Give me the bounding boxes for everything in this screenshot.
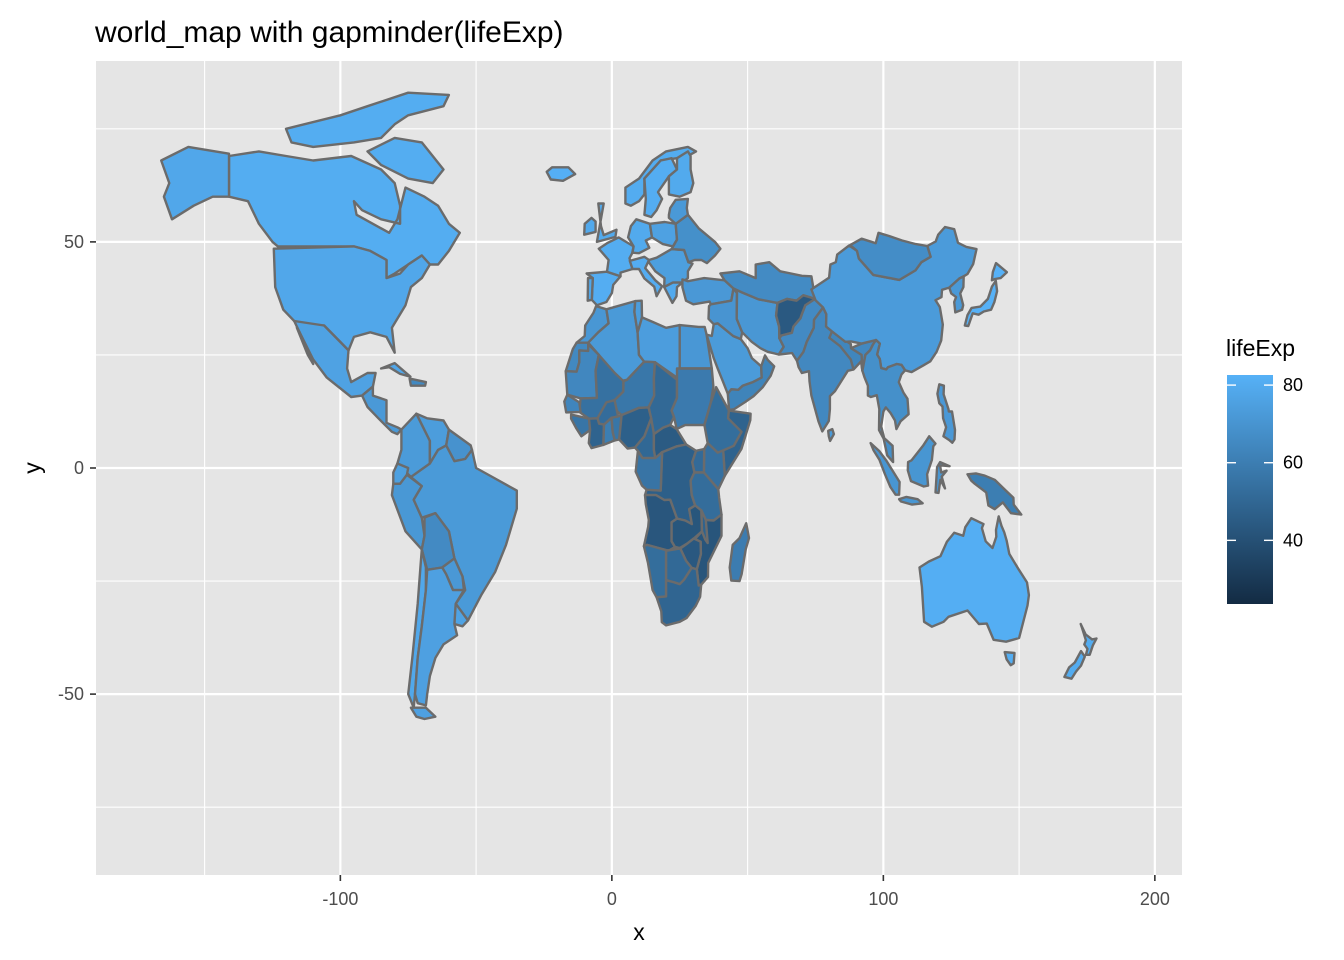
country-alaska <box>159 145 231 221</box>
country-arctic-islands <box>284 91 451 149</box>
country-senegal <box>563 393 582 414</box>
chart-title: world_map with gapminder(lifeExp) <box>94 16 564 49</box>
country-uk <box>595 202 618 244</box>
x-tick-label: 0 <box>607 889 617 909</box>
country-hispaniola <box>408 377 428 387</box>
country-congo-gabon <box>634 449 664 492</box>
country-iceland <box>545 166 577 183</box>
country-south-africa <box>655 566 703 627</box>
country-ireland <box>583 216 597 236</box>
country-belarus-ukraine <box>670 213 722 265</box>
country-philippines <box>936 383 957 444</box>
country-sri-lanka <box>827 427 836 443</box>
country-germany <box>626 218 654 255</box>
country-se-asia <box>861 338 910 464</box>
x-axis-title: x <box>633 919 645 945</box>
y-tick-label: 50 <box>64 232 84 252</box>
country-greece <box>663 281 684 305</box>
x-tick-label: -100 <box>322 889 358 909</box>
country-new-guinea <box>966 472 1023 516</box>
country-yemen-oman <box>726 354 776 412</box>
country-finland <box>667 150 695 198</box>
y-axis-title: y <box>19 462 45 474</box>
legend-colorbar <box>1227 375 1273 604</box>
country-baja <box>295 326 315 366</box>
country-tasmania <box>1003 650 1016 667</box>
country-baltics <box>667 197 690 226</box>
y-tick-label: 0 <box>74 458 84 478</box>
country-baffin <box>366 136 445 185</box>
x-tick-label: 200 <box>1140 889 1170 909</box>
country-japan <box>963 279 999 328</box>
y-tick-label: -50 <box>58 684 84 704</box>
country-sudan <box>670 367 715 431</box>
legend-title: lifeExp <box>1226 335 1295 361</box>
country-somalia <box>722 409 752 477</box>
country-borneo <box>906 435 937 488</box>
country-madagascar <box>728 522 751 583</box>
country-australia <box>918 515 1031 643</box>
country-mongolia <box>849 231 932 282</box>
country-sulawesi <box>934 460 951 495</box>
country-tierra-del-fuego <box>409 706 437 721</box>
x-axis-ticks: -100 0 100 200 <box>322 875 1170 909</box>
y-axis-ticks: -50 0 50 <box>58 232 96 704</box>
x-tick-label: 100 <box>868 889 898 909</box>
country-korea <box>948 275 965 314</box>
country-malawi <box>700 509 709 545</box>
country-portugal <box>586 276 594 302</box>
country-cuba <box>379 361 412 378</box>
country-hokkaido <box>990 261 1009 282</box>
country-mexico <box>293 319 377 399</box>
country-nz-north <box>1079 622 1098 656</box>
legend-tick-label: 80 <box>1283 375 1303 395</box>
country-nz-south <box>1063 649 1087 680</box>
legend-ticks: 40 60 80 <box>1227 375 1303 550</box>
country-java <box>897 495 924 506</box>
legend-tick-label: 60 <box>1283 453 1303 473</box>
country-nepal-bangladesh <box>828 330 864 372</box>
color-legend: lifeExp 40 60 80 <box>1226 335 1303 604</box>
country-egypt <box>678 323 713 370</box>
legend-tick-label: 40 <box>1283 530 1303 550</box>
country-argentina <box>413 566 466 707</box>
country-polygons <box>159 91 1098 721</box>
country-mauritania <box>564 342 600 400</box>
country-sumatra <box>869 441 901 496</box>
country-central-america <box>360 385 403 436</box>
